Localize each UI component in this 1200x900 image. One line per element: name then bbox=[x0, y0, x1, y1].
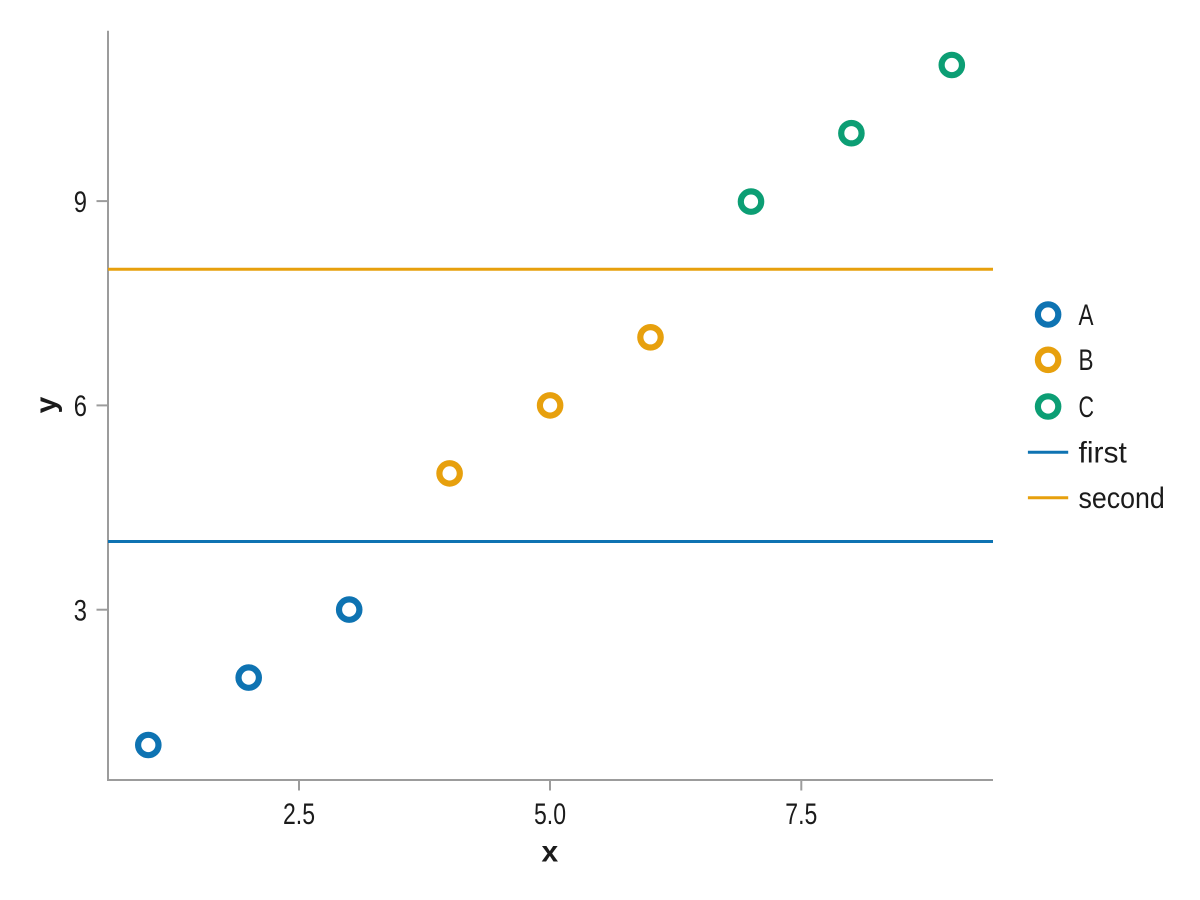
svg-text:2.5: 2.5 bbox=[283, 798, 315, 831]
svg-text:3: 3 bbox=[74, 594, 87, 627]
svg-text:B: B bbox=[1079, 344, 1094, 377]
svg-text:5.0: 5.0 bbox=[534, 798, 566, 831]
svg-text:first: first bbox=[1079, 437, 1128, 470]
svg-text:7.5: 7.5 bbox=[785, 798, 817, 831]
svg-text:C: C bbox=[1079, 391, 1095, 424]
svg-text:9: 9 bbox=[74, 186, 87, 219]
svg-text:y: y bbox=[30, 396, 63, 413]
svg-text:6: 6 bbox=[74, 390, 87, 423]
svg-text:second: second bbox=[1079, 482, 1165, 515]
svg-text:A: A bbox=[1079, 299, 1094, 332]
svg-text:x: x bbox=[541, 836, 558, 869]
